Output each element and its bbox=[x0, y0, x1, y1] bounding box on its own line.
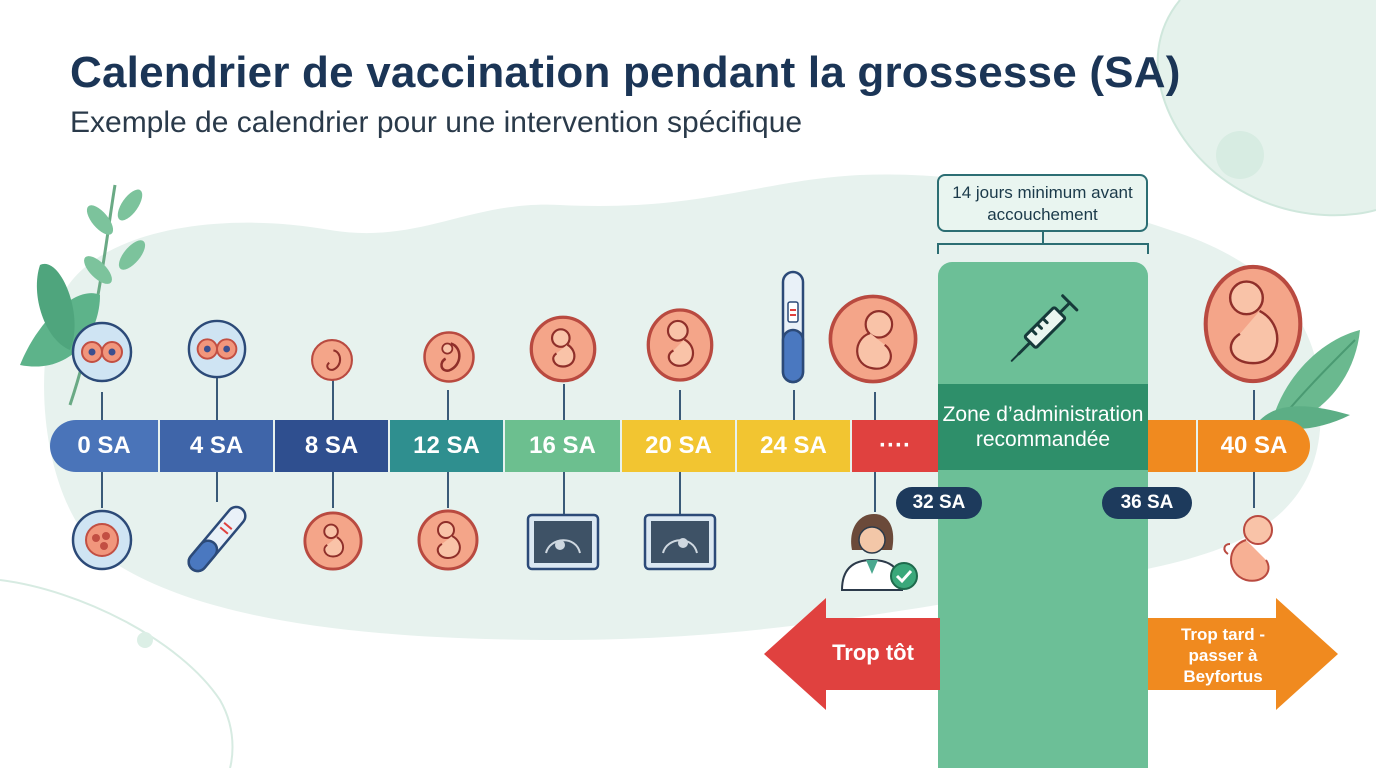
connector bbox=[447, 390, 449, 420]
too-early-label: Trop tôt bbox=[832, 640, 914, 665]
fetus-icon bbox=[646, 308, 714, 382]
marker-label: 36 SA bbox=[1120, 492, 1174, 513]
cell-icon bbox=[71, 509, 133, 571]
segment-label: ···· bbox=[879, 432, 911, 459]
embryo-icon bbox=[417, 509, 479, 571]
pregnancy-test-icon bbox=[781, 270, 805, 384]
too-late-arrow bbox=[1148, 598, 1338, 710]
segment-label: 8 SA bbox=[304, 432, 359, 459]
segment-24sa: 24 SA bbox=[737, 420, 850, 472]
segment-dots: ···· bbox=[852, 420, 938, 472]
segment-4sa: 4 SA bbox=[160, 420, 273, 472]
segment-label: 24 SA bbox=[760, 432, 827, 459]
connector bbox=[874, 472, 876, 512]
segment-8sa: 8 SA bbox=[275, 420, 388, 472]
leaf-icon bbox=[20, 184, 146, 406]
connector bbox=[563, 384, 565, 420]
callout-bracket bbox=[937, 232, 1149, 254]
embryo-icon bbox=[423, 331, 475, 383]
segment-label: 4 SA bbox=[189, 432, 244, 459]
connector bbox=[793, 390, 795, 420]
segment-label: 16 SA bbox=[529, 432, 596, 459]
cell-icon bbox=[187, 319, 247, 379]
segment-label: 20 SA bbox=[645, 432, 712, 459]
connector bbox=[679, 390, 681, 420]
fetus-icon bbox=[828, 294, 918, 384]
connector bbox=[447, 472, 449, 508]
segment-40sa: 40 SA bbox=[1198, 420, 1310, 472]
too-early-arrow bbox=[764, 598, 940, 710]
embryo-icon bbox=[303, 511, 363, 571]
connector bbox=[1253, 390, 1255, 420]
pregnancy-test-icon bbox=[187, 505, 247, 573]
marker-32sa: 32 SA bbox=[896, 487, 982, 519]
callout-text: 14 jours minimum avant accouchement bbox=[952, 183, 1133, 224]
marker-label: 32 SA bbox=[912, 492, 966, 513]
too-late-label: Trop tard - passer à Beyfortus bbox=[1180, 625, 1266, 686]
segment-label: 12 SA bbox=[413, 432, 480, 459]
fetus-icon bbox=[1203, 264, 1303, 384]
connector bbox=[332, 380, 334, 420]
fetus-icon bbox=[529, 315, 597, 383]
ultrasound-icon bbox=[643, 513, 717, 571]
segment-20sa: 20 SA bbox=[622, 420, 735, 472]
connector bbox=[874, 392, 876, 420]
zone-label: Zone d’administration recommandée bbox=[938, 384, 1148, 470]
segment-36-38sa bbox=[1148, 420, 1196, 472]
embryo-icon bbox=[311, 339, 353, 381]
syringe-icon bbox=[1010, 294, 1079, 362]
marker-36sa: 36 SA bbox=[1102, 487, 1192, 519]
doctor-icon bbox=[840, 514, 918, 591]
connector bbox=[216, 472, 218, 502]
segment-16sa: 16 SA bbox=[505, 420, 620, 472]
connector bbox=[101, 392, 103, 420]
cell-icon bbox=[71, 321, 133, 383]
connector bbox=[332, 472, 334, 508]
connector bbox=[1253, 472, 1255, 508]
connector bbox=[101, 472, 103, 508]
zone-label-text: Zone d’administration recommandée bbox=[942, 403, 1144, 451]
segment-12sa: 12 SA bbox=[390, 420, 503, 472]
page-subtitle: Exemple de calendrier pour une intervent… bbox=[70, 106, 803, 139]
callout-box: 14 jours minimum avant accouchement bbox=[937, 174, 1148, 232]
ultrasound-icon bbox=[526, 513, 600, 571]
segment-label: 40 SA bbox=[1220, 432, 1288, 459]
connector bbox=[216, 374, 218, 420]
segment-0sa: 0 SA bbox=[50, 420, 158, 472]
segment-label: 0 SA bbox=[77, 432, 131, 459]
fetus-icon bbox=[1223, 515, 1273, 582]
connector bbox=[563, 472, 565, 514]
page-title: Calendrier de vaccination pendant la gro… bbox=[70, 48, 1181, 97]
connector bbox=[679, 472, 681, 514]
